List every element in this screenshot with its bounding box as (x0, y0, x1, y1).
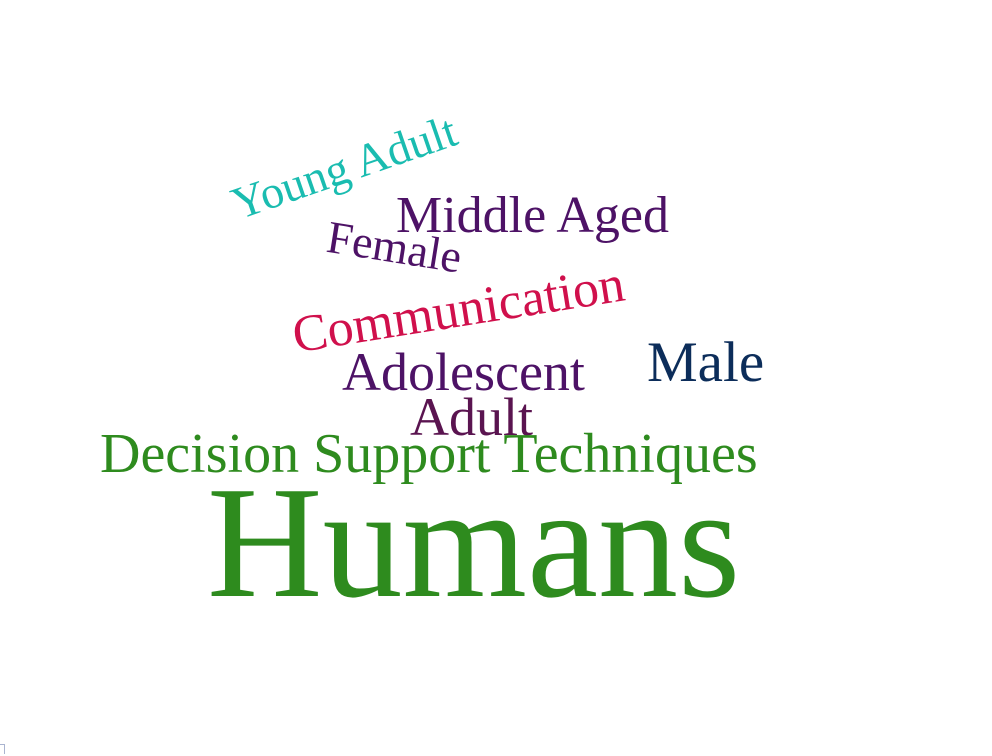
word-adult: Adult (410, 387, 534, 447)
word-middle-aged: Middle Aged (396, 187, 669, 244)
word-adolescent: Adolescent (342, 342, 585, 402)
word-decision-support-techniques: Decision Support Techniques (100, 423, 758, 485)
word-humans: Humans (207, 453, 741, 631)
corner-mark (0, 744, 5, 754)
word-male: Male (647, 331, 765, 394)
